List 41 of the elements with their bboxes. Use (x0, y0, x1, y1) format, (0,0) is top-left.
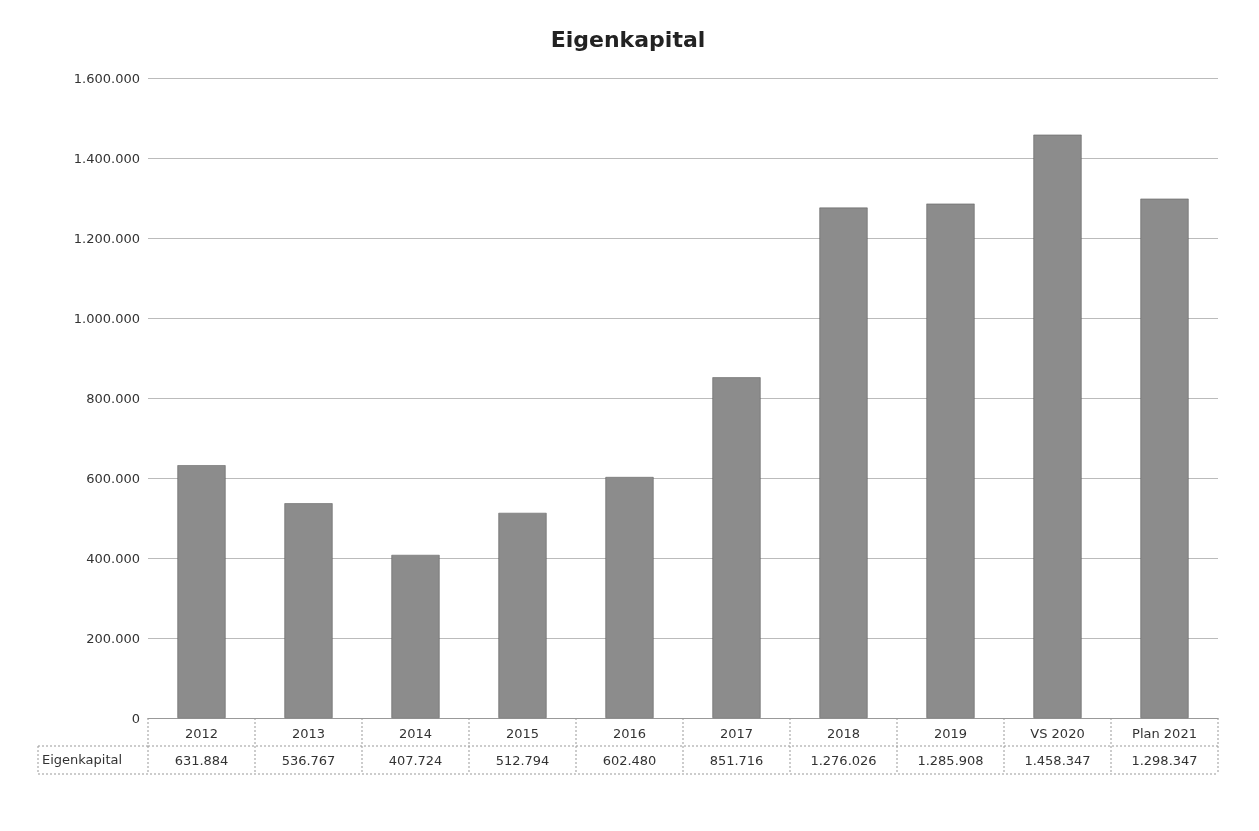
bar (391, 554, 440, 718)
bar (1033, 134, 1082, 718)
bar (498, 512, 547, 718)
data-label: 512.794 (495, 752, 550, 768)
data-label: 1.276.026 (810, 752, 877, 768)
bar (926, 203, 975, 718)
y-tick-label: 1.200.000 (73, 230, 140, 246)
y-tick-label: 600.000 (86, 470, 140, 486)
x-tick-label: 2012 (184, 726, 219, 741)
x-tick-label: 2015 (505, 726, 540, 741)
data-label: 1.298.347 (1131, 752, 1198, 768)
bar (1140, 198, 1189, 718)
bar (712, 377, 761, 718)
x-tick-label: Plan 2021 (1132, 726, 1197, 741)
x-tick-label: 2019 (933, 726, 968, 741)
legend-label: Eigenkapital (42, 752, 123, 767)
data-label: 631.884 (174, 752, 229, 768)
bar (177, 465, 226, 718)
data-label: 407.724 (388, 752, 443, 768)
x-tick-label: 2016 (612, 726, 647, 741)
x-tick-label: 2017 (719, 726, 754, 741)
bar (284, 503, 333, 718)
y-tick-label: 0 (131, 710, 140, 726)
x-tick-label: 2018 (826, 726, 861, 741)
data-label: 1.458.347 (1024, 752, 1091, 768)
chart-title: Eigenkapital (550, 26, 706, 52)
y-tick-label: 400.000 (86, 550, 140, 566)
data-label: 1.285.908 (917, 752, 984, 768)
y-tick-label: 1.000.000 (73, 310, 140, 326)
data-label: 602.480 (602, 752, 657, 768)
x-tick-label: 2013 (291, 726, 326, 741)
bar (605, 477, 654, 718)
x-tick-label: VS 2020 (1030, 726, 1085, 741)
y-tick-label: 800.000 (86, 390, 140, 406)
y-tick-label: 1.400.000 (73, 150, 140, 166)
data-label: 851.716 (709, 752, 764, 768)
y-tick-label: 200.000 (86, 630, 140, 646)
bar (819, 207, 868, 718)
x-tick-label: 2014 (398, 726, 433, 741)
data-label: 536.767 (281, 752, 336, 768)
y-tick-label: 1.600.000 (73, 70, 140, 86)
